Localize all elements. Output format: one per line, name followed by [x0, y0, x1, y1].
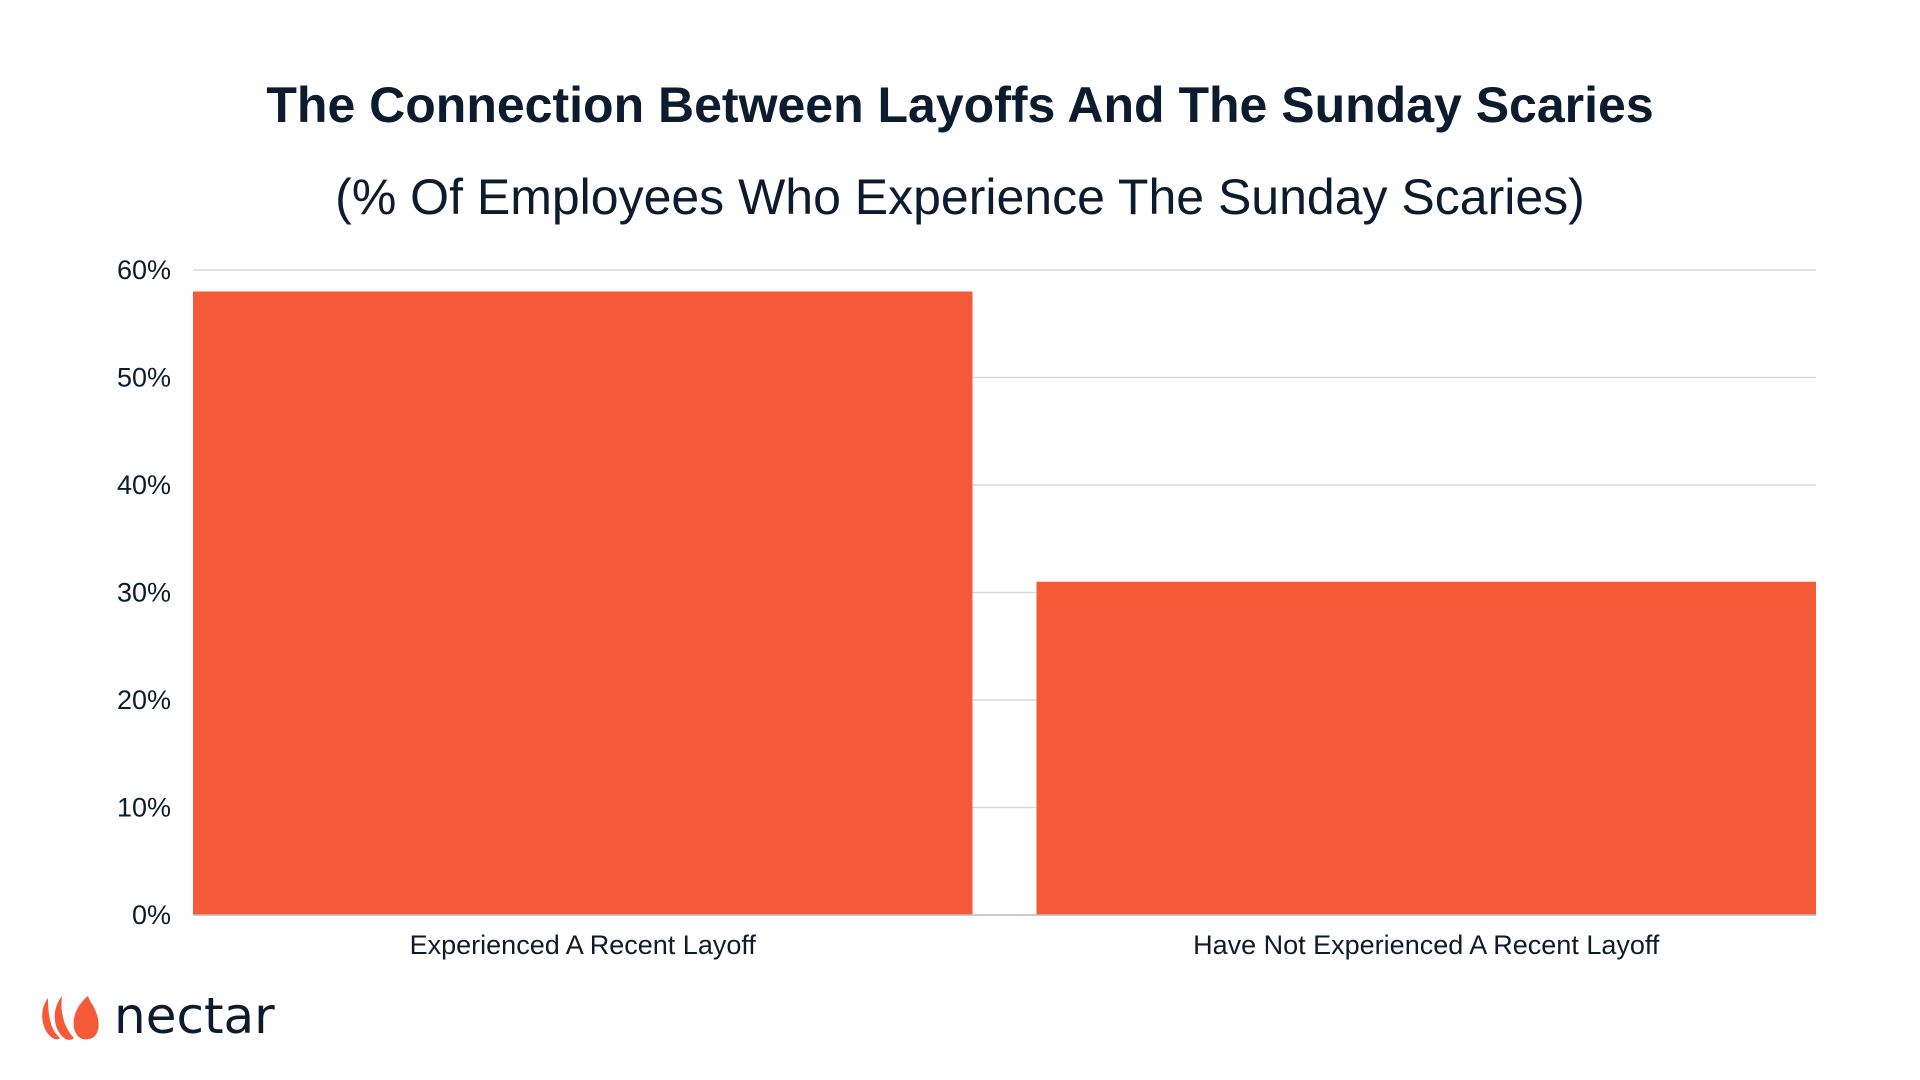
- logo-petal-left: [42, 998, 60, 1040]
- logo-petal-right: [73, 996, 99, 1040]
- chart-subtitle: (% Of Employees Who Experience The Sunda…: [335, 169, 1585, 225]
- x-category-label: Experienced A Recent Layoff: [410, 930, 757, 960]
- logo-petal-middle: [54, 996, 74, 1040]
- y-tick-label: 50%: [117, 363, 171, 393]
- y-tick-label: 10%: [117, 793, 171, 823]
- y-tick-label: 40%: [117, 470, 171, 500]
- bar-1: [193, 291, 973, 915]
- y-tick-label: 60%: [117, 255, 171, 285]
- chart-title: The Connection Between Layoffs And The S…: [266, 77, 1654, 133]
- y-tick-label: 20%: [117, 685, 171, 715]
- nectar-flame-icon: [42, 996, 99, 1040]
- x-category-label: Have Not Experienced A Recent Layoff: [1193, 930, 1660, 960]
- y-tick-label: 30%: [117, 578, 171, 608]
- y-tick-label: 0%: [132, 900, 171, 930]
- bar-2: [1036, 581, 1816, 915]
- brand-logo: nectar: [38, 990, 275, 1042]
- logo-wordmark: nectar: [114, 987, 275, 1045]
